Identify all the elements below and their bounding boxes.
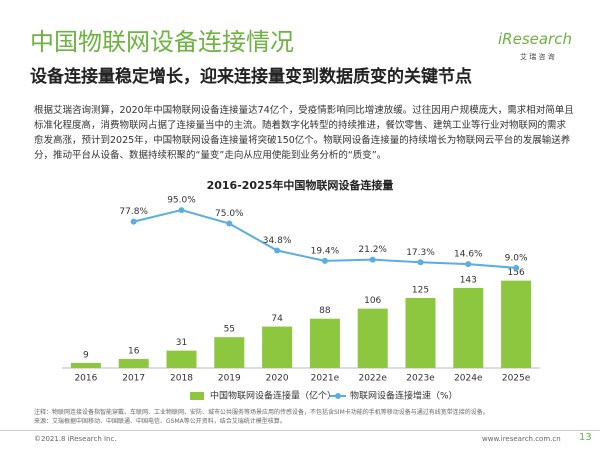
point [274, 247, 281, 254]
x-tick-label: 2025e [502, 374, 531, 384]
subtitle: 设备连接量稳定增长，迎来连接量变到数据质变的关键节点 [30, 67, 472, 87]
bar [262, 326, 293, 368]
x-tick-label: 2022e [358, 374, 387, 384]
point [130, 218, 137, 225]
data-label: 156 [508, 268, 525, 278]
data-label: 19.4% [311, 246, 340, 256]
chart-title: 2016-2025年中国物联网设备连接量 [207, 178, 394, 192]
bar [214, 337, 245, 368]
point [369, 256, 376, 263]
bar [453, 287, 484, 368]
data-label: 17.3% [406, 248, 435, 258]
data-label: 55 [224, 325, 235, 335]
x-tick-label: 2021e [311, 374, 340, 384]
note: 注释：物联网连接设备指智能穿戴、车联网、工业物联网、安防、城市公共服务等场景应用… [34, 409, 489, 416]
legend-label: 中国物联网设备连接量（亿个） [210, 390, 336, 402]
data-label: 21.2% [358, 245, 387, 255]
bar [309, 318, 340, 368]
legend-label: 物联网设备连接增速（%） [350, 390, 458, 402]
data-label: 31 [176, 338, 187, 348]
data-label: 95.0% [167, 196, 196, 206]
legend-swatch [335, 393, 341, 399]
point [417, 259, 424, 266]
data-label: 14.6% [454, 250, 483, 260]
point [178, 207, 185, 214]
url: www.iresearch.com.cn [482, 435, 561, 443]
page-number: 13 [579, 432, 592, 443]
data-label: 16 [128, 347, 140, 357]
copyright: ©2021.8 iResearch Inc. [34, 435, 117, 443]
data-label: 77.8% [119, 207, 148, 217]
x-tick-label: 2023e [406, 374, 435, 384]
x-tick-label: 2024e [454, 374, 483, 384]
data-label: 143 [460, 275, 477, 285]
x-tick-label: 2016 [74, 374, 97, 384]
bar [118, 359, 149, 368]
data-label: 9.0% [505, 253, 528, 263]
data-label: 34.8% [263, 236, 292, 246]
data-label: 88 [319, 306, 331, 316]
x-tick-label: 2018 [170, 374, 193, 384]
logo-sub: 艾 瑞 咨 询 [520, 53, 555, 61]
bar [166, 350, 197, 368]
title: 中国物联网设备连接情况 [30, 28, 294, 56]
data-label: 125 [412, 286, 429, 296]
data-label: 75.0% [215, 209, 244, 219]
point [513, 264, 520, 271]
x-tick-label: 2017 [122, 374, 145, 384]
data-label: 106 [364, 296, 381, 306]
point [321, 257, 328, 264]
legend-swatch [190, 392, 204, 400]
x-tick-label: 2019 [218, 374, 241, 384]
bar [70, 362, 101, 368]
note: 来源：艾瑞根据中国移动、中国联通、中国电信、GSMA等公开资料，结合艾瑞统计模型… [34, 418, 286, 425]
logo: iResearch [498, 30, 572, 48]
bar [357, 308, 388, 368]
bar [501, 280, 532, 368]
point [465, 261, 472, 268]
data-label: 9 [83, 350, 89, 360]
footer-rule [0, 430, 600, 431]
x-tick-label: 2020 [266, 374, 289, 384]
point [226, 220, 233, 227]
bar [405, 298, 436, 368]
notes: 注释：物联网连接设备指智能穿戴、车联网、工业物联网、安防、城市公共服务等场景应用… [34, 408, 594, 426]
paragraph: 根据艾瑞咨询测算，2020年中国物联网设备连接量达74亿个，受疫情影响同比增速放… [34, 105, 574, 161]
data-label: 74 [271, 314, 283, 324]
